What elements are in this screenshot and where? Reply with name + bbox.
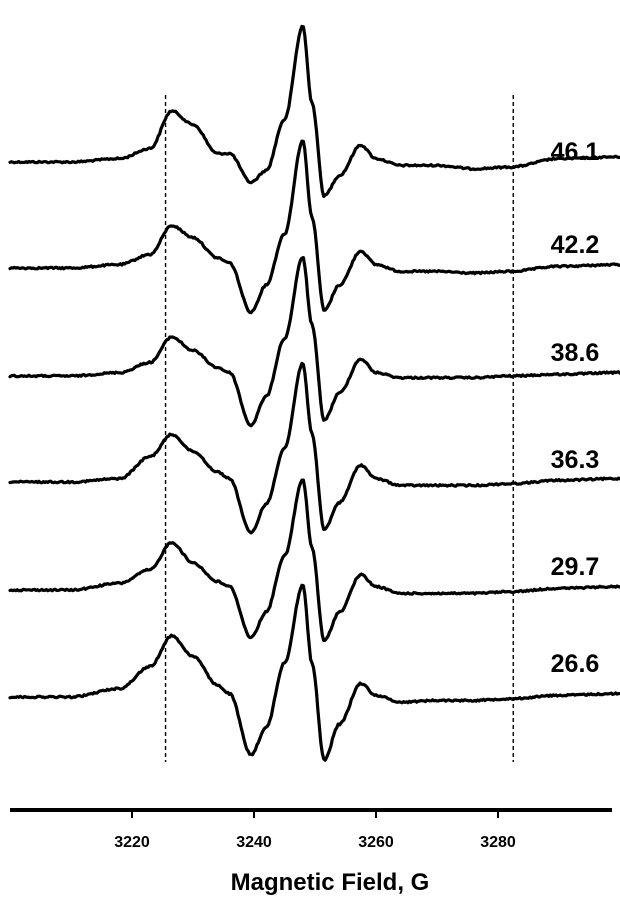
series-label-29.7: 29.7 (551, 553, 600, 581)
x-tick-label-3280: 3280 (480, 834, 516, 851)
spectrum-trace-46.1 (8, 24, 620, 198)
series-label-42.2: 42.2 (551, 231, 600, 259)
spectrum-trace-38.6 (8, 256, 620, 428)
spectrum-trace-42.2 (8, 139, 620, 315)
series-label-38.6: 38.6 (551, 339, 600, 367)
series-label-46.1: 46.1 (551, 138, 600, 166)
series-label-36.3: 36.3 (551, 446, 600, 474)
reference-lines (164, 95, 514, 762)
spectrum-trace-26.6 (8, 583, 620, 762)
x-tick-label-3240: 3240 (236, 834, 272, 851)
x-axis-ticks: 3220 3240 3260 3280 (114, 810, 516, 851)
series-labels: 46.1 42.2 38.6 36.3 29.7 26.6 (551, 138, 600, 678)
x-tick-label-3220: 3220 (114, 834, 150, 851)
spectrum-trace-29.7 (8, 478, 620, 643)
spectrum-trace-36.3 (8, 361, 620, 535)
spectra-traces (8, 24, 620, 762)
series-label-26.6: 26.6 (551, 650, 600, 678)
x-axis-label: Magnetic Field, G (231, 869, 430, 896)
x-tick-label-3260: 3260 (358, 834, 394, 851)
